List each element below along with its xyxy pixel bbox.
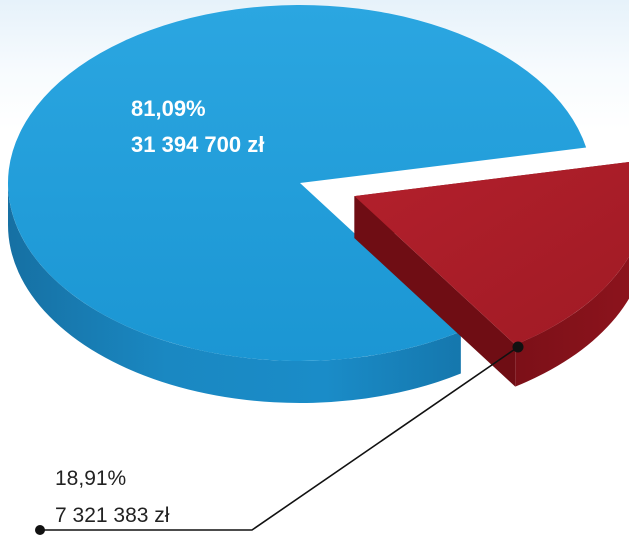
slice-side-1 xyxy=(8,183,461,403)
pie-slice-1 xyxy=(7,5,587,403)
slice-label-amount-2: 7 321 383 zł xyxy=(55,504,170,527)
slice-label-amount-1: 31 394 700 zł xyxy=(131,132,264,157)
slice-top-1 xyxy=(7,5,587,361)
slice-top-2 xyxy=(354,162,629,345)
leader-dot-slice xyxy=(512,341,524,353)
slice-side-2 xyxy=(515,256,629,387)
leader-dot-label xyxy=(35,525,45,535)
slice-label-percent-1: 81,09% xyxy=(131,96,206,121)
leader-line xyxy=(35,341,524,535)
slice-wall-2 xyxy=(354,196,516,387)
slice-label-percent-2: 18,91% xyxy=(55,467,126,490)
pie-slices xyxy=(7,5,629,403)
leader-line-path xyxy=(40,346,519,531)
pie-slice-2 xyxy=(354,162,629,387)
pie-labels: 81,09% 31 394 700 zł 18,91% 7 321 383 zł xyxy=(55,96,264,527)
